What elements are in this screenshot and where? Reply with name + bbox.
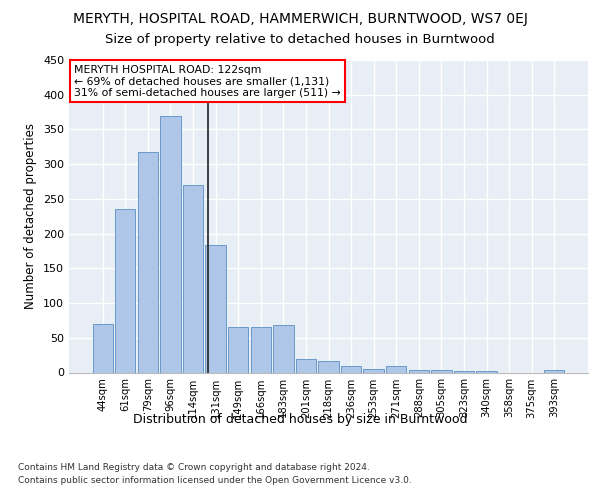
Bar xyxy=(92,324,113,372)
Bar xyxy=(251,328,271,372)
Bar xyxy=(273,326,293,372)
Bar xyxy=(454,371,474,372)
Bar xyxy=(160,116,181,372)
Bar xyxy=(431,370,452,372)
Bar xyxy=(319,360,338,372)
Bar xyxy=(364,369,384,372)
Text: Size of property relative to detached houses in Burntwood: Size of property relative to detached ho… xyxy=(105,32,495,46)
Text: Contains public sector information licensed under the Open Government Licence v3: Contains public sector information licen… xyxy=(18,476,412,485)
Bar xyxy=(183,185,203,372)
Y-axis label: Number of detached properties: Number of detached properties xyxy=(25,123,37,309)
Bar xyxy=(409,370,429,372)
Bar xyxy=(386,366,406,372)
Text: MERYTH, HOSPITAL ROAD, HAMMERWICH, BURNTWOOD, WS7 0EJ: MERYTH, HOSPITAL ROAD, HAMMERWICH, BURNT… xyxy=(73,12,527,26)
Bar xyxy=(228,328,248,372)
Bar xyxy=(544,370,565,372)
Text: Contains HM Land Registry data © Crown copyright and database right 2024.: Contains HM Land Registry data © Crown c… xyxy=(18,462,370,471)
Bar xyxy=(296,358,316,372)
Bar xyxy=(341,366,361,372)
Bar xyxy=(138,152,158,372)
Text: Distribution of detached houses by size in Burntwood: Distribution of detached houses by size … xyxy=(133,412,467,426)
Bar xyxy=(476,371,497,372)
Text: MERYTH HOSPITAL ROAD: 122sqm
← 69% of detached houses are smaller (1,131)
31% of: MERYTH HOSPITAL ROAD: 122sqm ← 69% of de… xyxy=(74,64,341,98)
Bar xyxy=(115,208,136,372)
Bar xyxy=(205,244,226,372)
